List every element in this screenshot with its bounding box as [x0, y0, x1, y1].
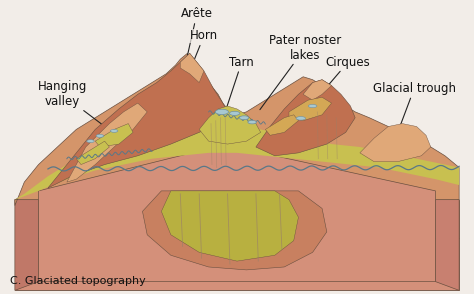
Ellipse shape [239, 116, 249, 120]
Polygon shape [436, 191, 459, 290]
Text: Glacial trough: Glacial trough [373, 82, 456, 130]
Polygon shape [67, 103, 147, 182]
Ellipse shape [110, 129, 118, 132]
Polygon shape [15, 191, 459, 200]
Text: Horn: Horn [184, 29, 218, 86]
Polygon shape [76, 141, 109, 165]
Polygon shape [15, 238, 459, 290]
Ellipse shape [96, 134, 104, 137]
Polygon shape [180, 54, 204, 83]
Text: C. Glaciated topography: C. Glaciated topography [10, 276, 146, 286]
Ellipse shape [87, 140, 94, 143]
Ellipse shape [248, 120, 256, 124]
Polygon shape [289, 97, 331, 121]
Polygon shape [15, 200, 459, 238]
Ellipse shape [215, 109, 228, 115]
Polygon shape [199, 106, 261, 144]
Ellipse shape [229, 111, 240, 116]
Polygon shape [360, 123, 431, 162]
Ellipse shape [309, 104, 317, 108]
Polygon shape [38, 144, 436, 282]
Polygon shape [303, 80, 331, 100]
Polygon shape [256, 80, 355, 156]
Polygon shape [15, 191, 38, 290]
Text: Hanging
valley: Hanging valley [37, 80, 114, 134]
Polygon shape [143, 191, 327, 270]
Text: Arête: Arête [181, 7, 213, 74]
Polygon shape [95, 123, 133, 147]
Polygon shape [15, 54, 459, 206]
Text: Pater noster
lakes: Pater noster lakes [260, 34, 342, 110]
Ellipse shape [296, 116, 306, 120]
Text: Tarn: Tarn [226, 56, 254, 109]
Polygon shape [265, 115, 299, 135]
Polygon shape [48, 54, 228, 188]
Polygon shape [161, 191, 299, 261]
Text: Cirques: Cirques [310, 56, 371, 107]
Polygon shape [15, 123, 459, 200]
